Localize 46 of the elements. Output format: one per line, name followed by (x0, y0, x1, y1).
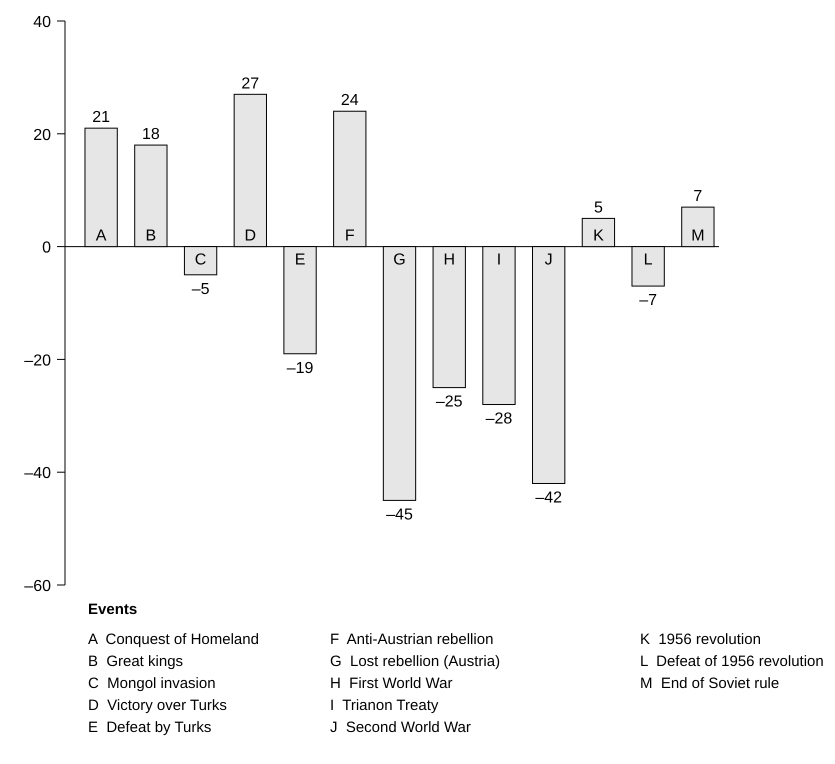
x-tick-label: M (691, 228, 705, 245)
x-tick-label: F (344, 228, 355, 245)
y-tick-label: –60 (24, 578, 52, 595)
text: G Lost rebellion (Austria) (330, 653, 500, 670)
x-tick-label: H (443, 252, 456, 269)
data-label: 5 (594, 199, 603, 216)
y-tick-label: –40 (24, 465, 52, 482)
data-label: –45 (386, 506, 413, 524)
y-tick-label: 0 (42, 240, 52, 257)
text: A Conquest of Homeland (88, 631, 259, 648)
data-label: –28 (486, 410, 512, 428)
data-label: 18 (142, 126, 160, 144)
text: C Mongol invasion (88, 675, 216, 692)
y-tick-label: –20 (24, 352, 52, 370)
x-tick-label: J (544, 252, 553, 269)
text: I Trianon Treaty (330, 697, 439, 714)
x-tick-label: E (294, 252, 306, 269)
text: M End of Soviet rule (640, 675, 780, 692)
data-label: 7 (693, 188, 702, 206)
x-tick-label: I (496, 252, 502, 269)
text: K 1956 revolution (640, 631, 761, 648)
data-label: 21 (92, 109, 110, 126)
text: E Defeat by Turks (88, 719, 212, 736)
data-label: –42 (535, 489, 562, 506)
data-label: –5 (192, 280, 210, 298)
text: D Victory over Turks (88, 697, 227, 714)
text: Events (88, 601, 138, 618)
text: J Second World War (330, 719, 471, 736)
x-tick-label: B (146, 228, 156, 245)
x-tick-label: A (96, 228, 107, 245)
text: L Defeat of 1956 revolution (640, 653, 824, 670)
text: H First World War (330, 675, 452, 692)
x-tick-label: C (194, 252, 206, 269)
x-tick-label: L (644, 252, 653, 269)
data-label: –25 (436, 394, 463, 411)
data-label: –19 (286, 360, 314, 377)
x-tick-label: D (244, 228, 256, 245)
data-label: –7 (639, 292, 658, 310)
y-tick-label: 20 (33, 126, 52, 144)
x-tick-label: G (393, 252, 406, 269)
x-tick-label: K (593, 228, 604, 245)
data-label: 24 (340, 92, 359, 110)
text: F Anti-Austrian rebellion (330, 631, 494, 648)
y-tick-label: 40 (33, 14, 52, 31)
text: B Great kings (88, 653, 184, 670)
data-label: 27 (241, 75, 260, 92)
